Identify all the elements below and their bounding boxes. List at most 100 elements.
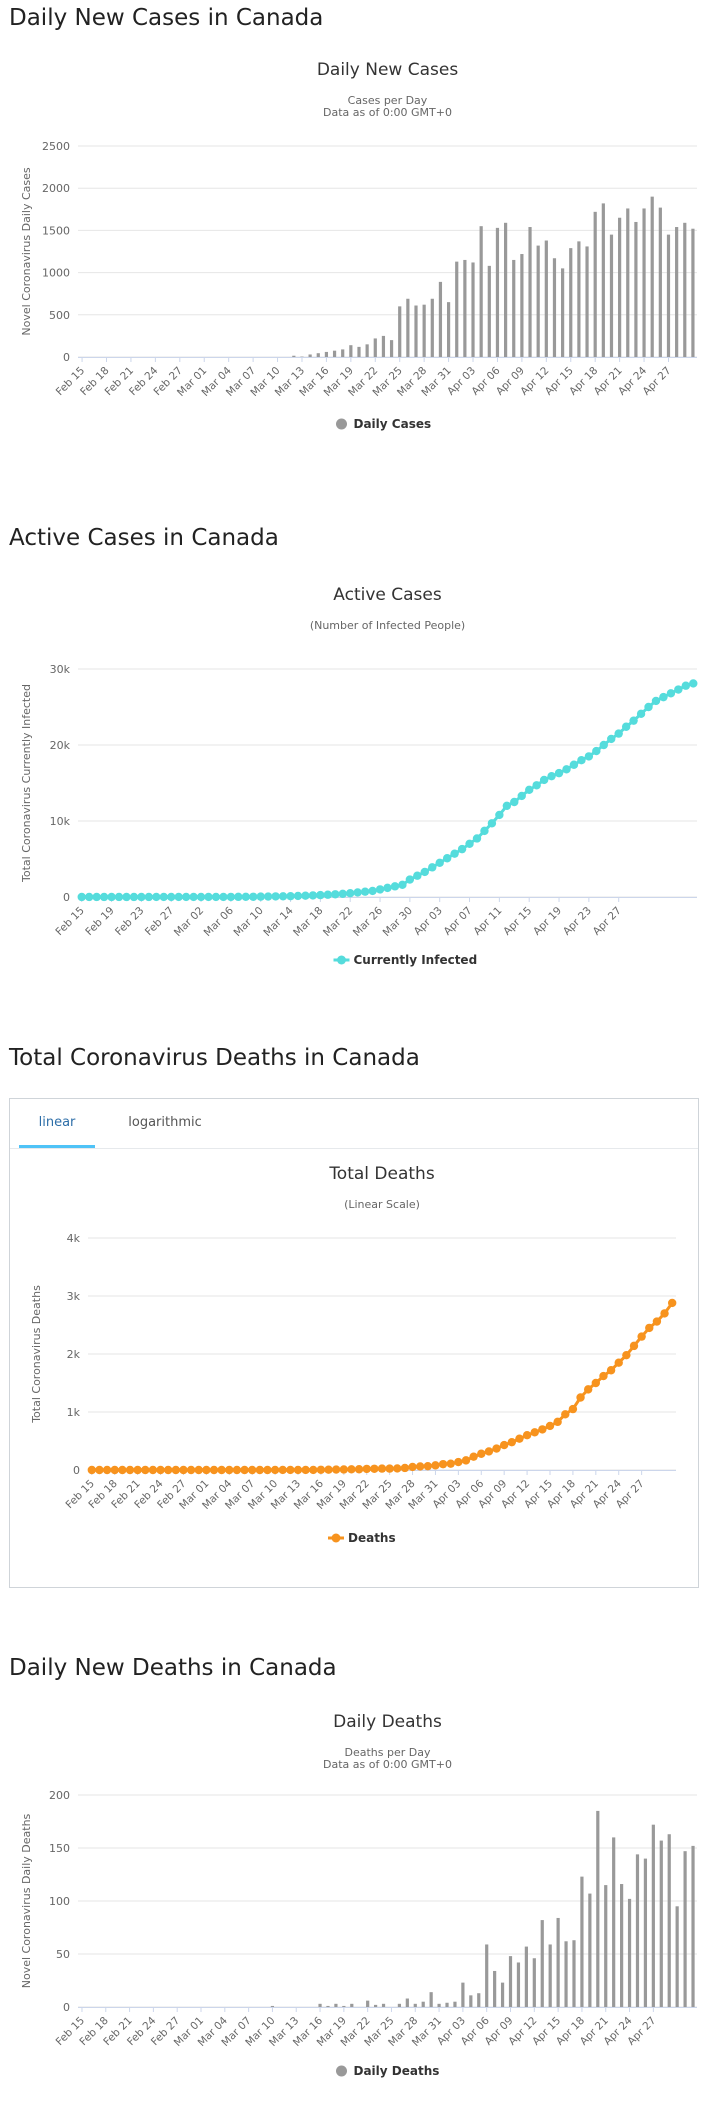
data-point	[286, 1465, 295, 1475]
bar	[659, 1840, 663, 2007]
data-point	[87, 1465, 97, 1475]
bar	[577, 241, 581, 357]
legend-marker	[331, 1533, 341, 1543]
data-point	[95, 1465, 104, 1475]
bar	[544, 240, 548, 357]
data-point	[547, 771, 556, 781]
bar	[326, 2005, 330, 2007]
data-point	[354, 1465, 364, 1474]
data-point	[171, 1465, 181, 1475]
data-point	[469, 1452, 478, 1461]
y-tick-label: 500	[49, 309, 70, 322]
data-point	[636, 709, 646, 719]
x-tick-label: Mar 14	[261, 904, 296, 939]
data-point	[644, 702, 653, 712]
data-point	[353, 888, 362, 897]
tab-logarithmic[interactable]: logarithmic	[128, 1115, 202, 1130]
bar	[270, 2005, 275, 2007]
x-tick-label: Apr 23	[561, 905, 594, 938]
bar	[318, 2003, 322, 2007]
chart-title: Daily New Cases	[317, 60, 459, 80]
bar	[601, 203, 605, 357]
bar	[446, 302, 451, 357]
data-point	[331, 890, 340, 899]
data-point	[584, 752, 594, 761]
bar	[324, 351, 329, 357]
bar	[381, 335, 386, 357]
data-point	[375, 885, 385, 894]
chart-subtitle: Cases per Day	[348, 94, 428, 107]
data-point	[606, 1366, 616, 1375]
y-tick-label: 200	[49, 1789, 70, 1802]
data-point	[569, 760, 579, 769]
bar	[422, 304, 426, 357]
data-point	[510, 797, 519, 807]
bar	[650, 196, 654, 357]
x-tick-label: Feb 27	[143, 905, 176, 938]
data-point	[454, 1457, 463, 1467]
bar	[397, 2003, 402, 2007]
section-heading: Daily New Cases in Canada	[9, 5, 324, 31]
data-point	[532, 781, 541, 790]
bar	[683, 1851, 687, 2007]
data-point	[293, 1465, 303, 1475]
bar	[316, 353, 320, 357]
active-cases-chart: Active Cases (Number of Infected People) 0…	[20, 585, 698, 967]
bar	[627, 1898, 632, 2007]
chart-subtitle: Deaths per Day	[345, 1746, 431, 1759]
data-point	[383, 883, 392, 893]
bar	[642, 208, 646, 357]
data-point	[562, 765, 571, 774]
bar	[596, 1810, 600, 2007]
bar	[524, 1946, 528, 2007]
bar	[437, 2003, 441, 2007]
data-point	[331, 1465, 341, 1474]
y-tick-label: 1000	[42, 267, 70, 280]
data-point	[308, 891, 318, 900]
data-point	[209, 1465, 219, 1475]
y-tick-label: 10k	[50, 815, 71, 828]
y-tick-label: 0	[63, 2001, 70, 2014]
y-tick-label: 2000	[42, 182, 70, 195]
data-point	[561, 1410, 570, 1419]
y-tick-label: 30k	[50, 663, 71, 676]
bar	[683, 222, 687, 357]
data-point	[159, 892, 168, 902]
legend-marker	[337, 955, 346, 965]
data-point	[122, 892, 131, 902]
data-point	[592, 746, 601, 756]
legend-label: Daily Deaths	[354, 2064, 440, 2078]
data-point	[247, 1465, 257, 1475]
bar	[675, 227, 679, 357]
x-tick-label: Feb 23	[113, 905, 146, 938]
bar	[487, 265, 491, 357]
data-point	[148, 1465, 158, 1475]
data-point	[539, 775, 549, 785]
bar	[666, 234, 671, 357]
bar	[430, 298, 434, 357]
legend-marker	[336, 2065, 347, 2077]
data-point	[423, 1461, 433, 1471]
tab-linear[interactable]: linear	[19, 1099, 95, 1148]
data-point	[408, 1462, 417, 1472]
data-point	[156, 1465, 165, 1475]
x-tick-label: Mar 22	[321, 905, 355, 939]
x-tick-label: Apr 03	[412, 905, 445, 938]
data-point	[360, 887, 370, 896]
data-point	[629, 716, 638, 725]
bar	[429, 1992, 433, 2007]
data-point	[339, 1465, 349, 1474]
bar	[580, 1876, 584, 2007]
data-point	[219, 892, 228, 902]
data-point	[435, 858, 444, 867]
data-point	[194, 1465, 203, 1475]
bar	[536, 245, 540, 357]
bar	[463, 259, 467, 357]
data-point	[167, 892, 176, 902]
data-point	[591, 1378, 601, 1388]
bar	[604, 1885, 608, 2007]
data-point	[278, 1465, 287, 1475]
data-point	[667, 1298, 677, 1308]
bar	[406, 298, 410, 357]
bar	[561, 268, 565, 357]
